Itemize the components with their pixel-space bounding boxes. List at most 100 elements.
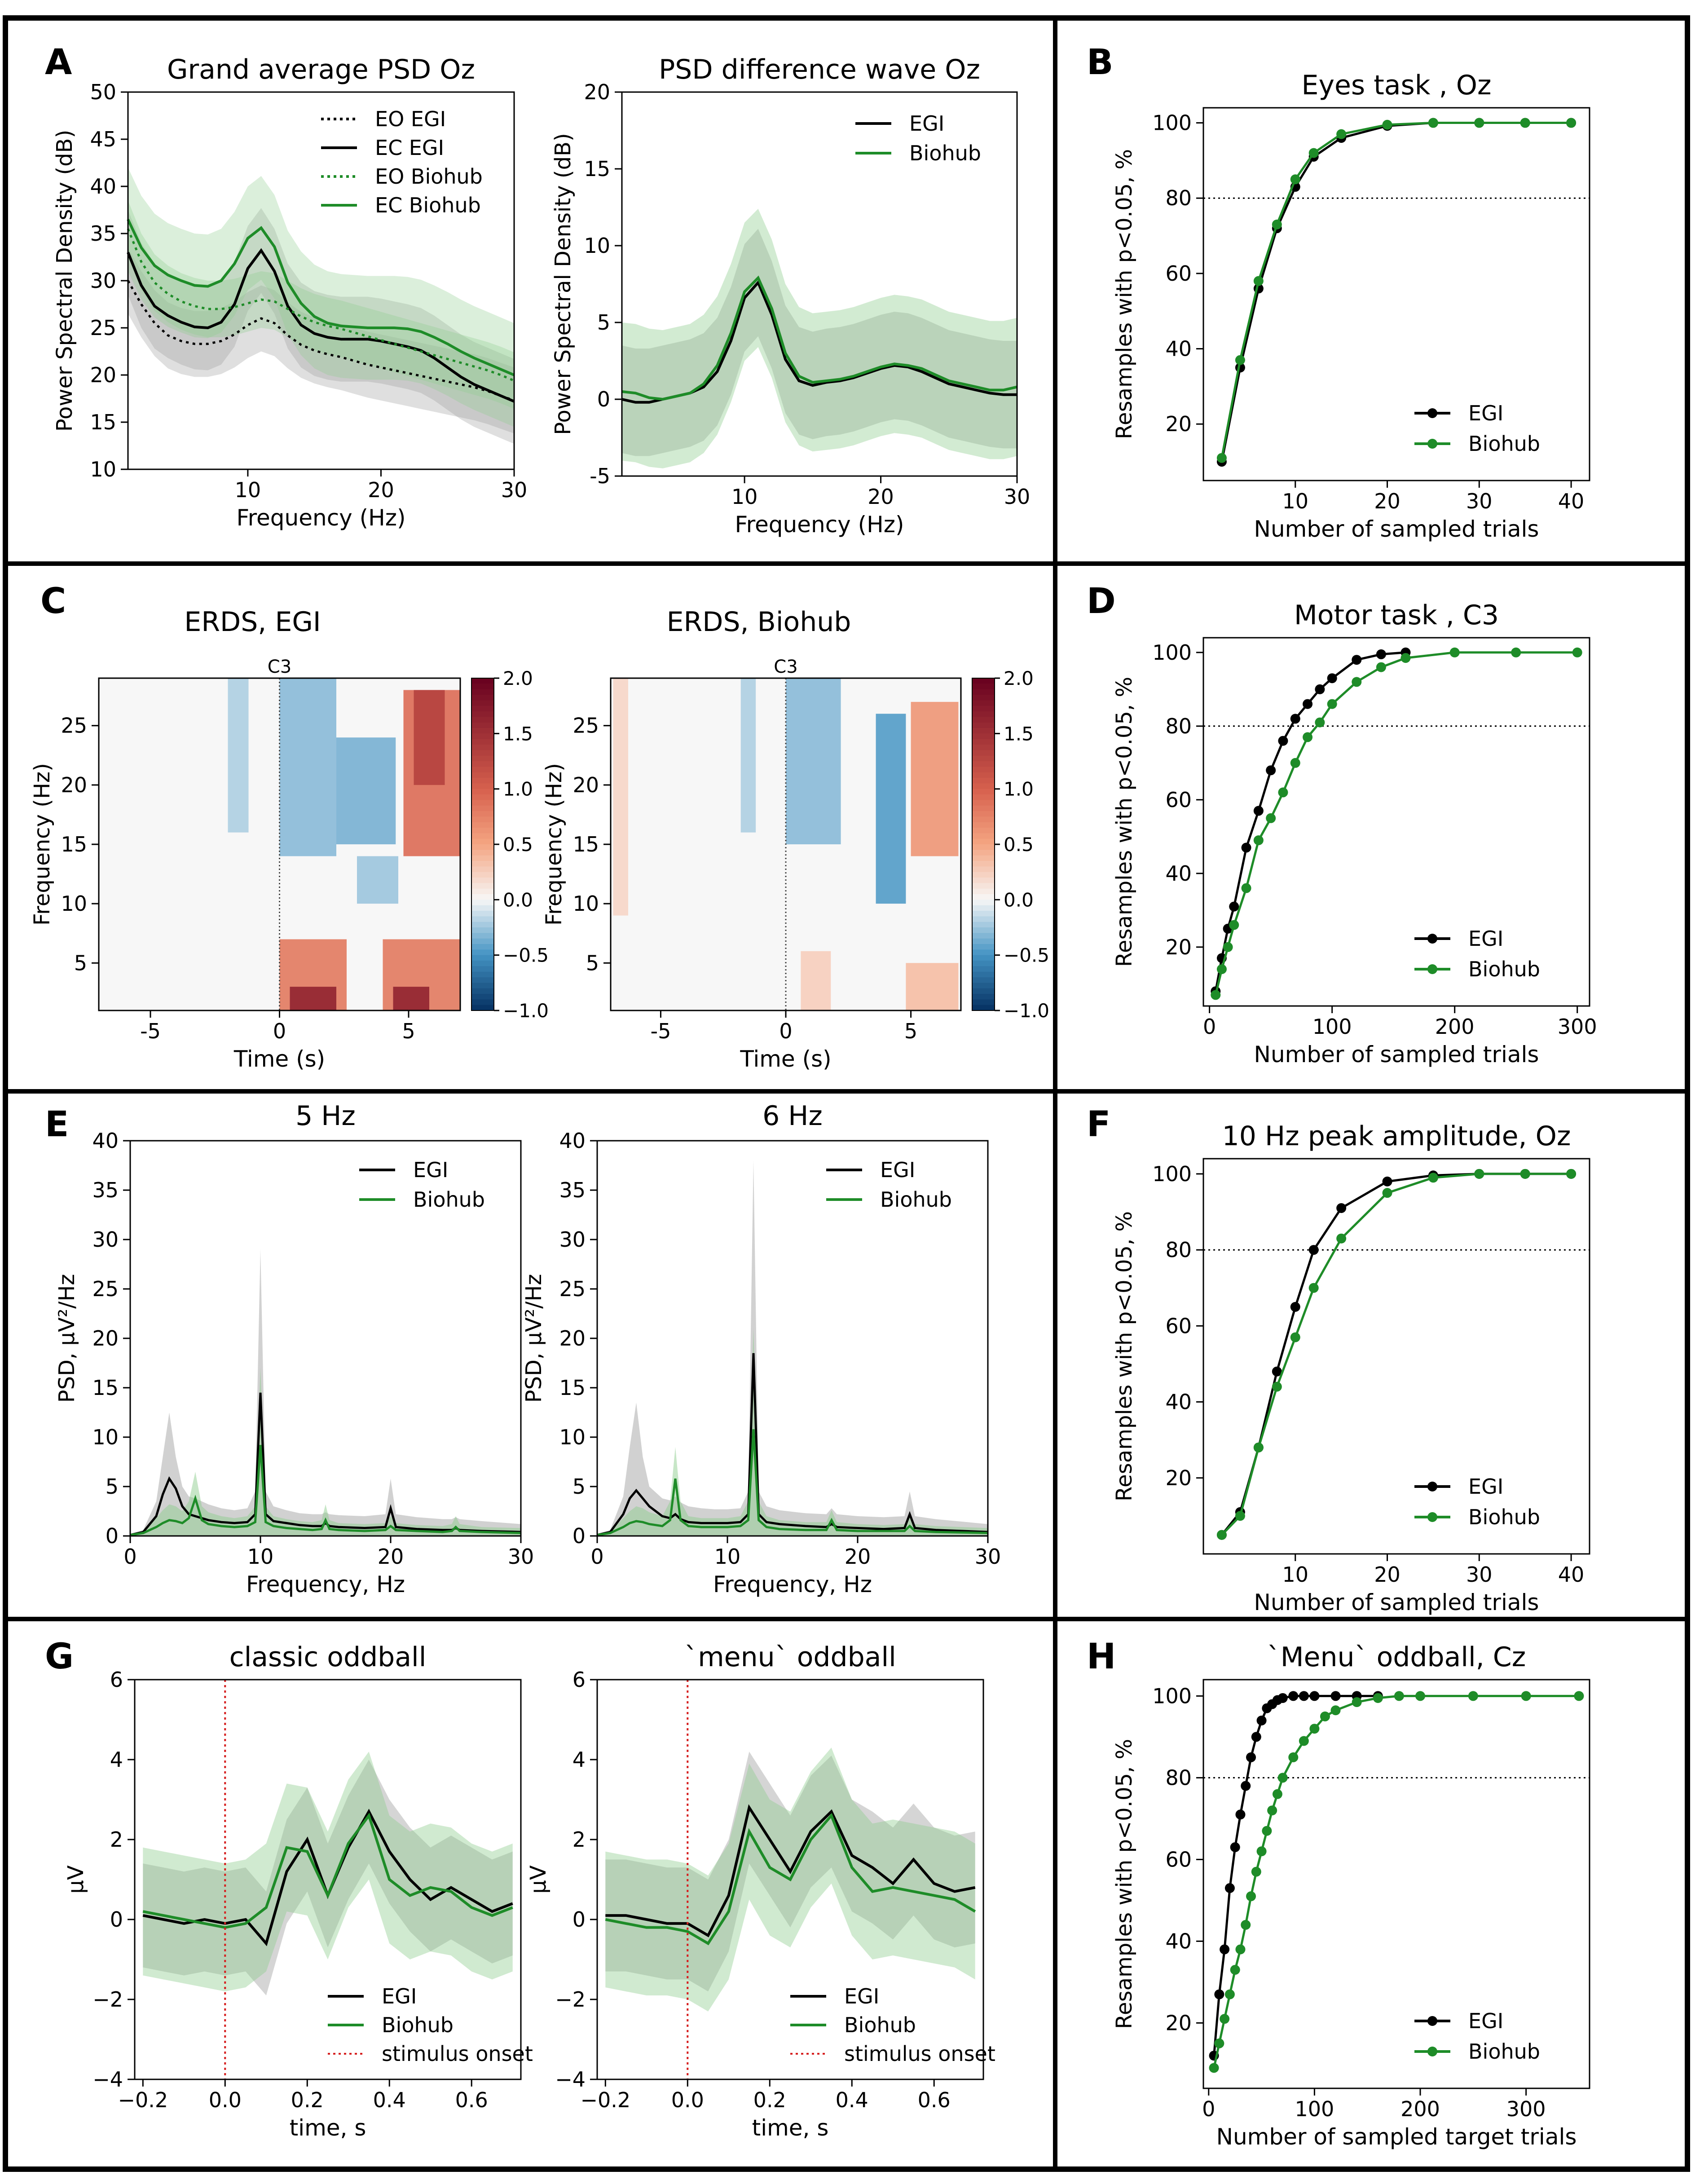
data-point	[1428, 1173, 1438, 1183]
colorbar-step	[471, 933, 494, 939]
colorbar-tick-label: 0.5	[1004, 834, 1034, 856]
data-point	[1262, 1826, 1272, 1836]
channel-label: C3	[268, 657, 291, 677]
colorbar-step	[972, 794, 995, 801]
legend-label: Biohub	[1468, 2039, 1540, 2064]
colorbar-step	[972, 816, 995, 823]
x-tick-label: -5	[650, 1019, 671, 1043]
data-point	[1428, 118, 1438, 128]
colorbar-step	[471, 927, 494, 934]
x-tick-label: 0.4	[836, 2088, 868, 2112]
y-tick-label: 40	[1165, 337, 1192, 361]
data-point	[1256, 1846, 1267, 1857]
data-point	[1474, 1169, 1484, 1179]
x-tick-label: 20	[1374, 489, 1401, 513]
colorbar-step	[972, 955, 995, 961]
data-point	[1336, 1233, 1347, 1244]
colorbar-step	[471, 838, 494, 845]
colorbar-step	[471, 728, 494, 734]
x-tick-label: 30	[1004, 485, 1031, 509]
colorbar-step	[972, 755, 995, 762]
data-point	[1474, 118, 1484, 128]
classic-oddball-chart: −0.2 0.0 0.2 0.4 0.6 −4 −2 0 2 4 6 time, s µV classic…	[63, 1641, 533, 2141]
legend-label: EO Biohub	[375, 164, 483, 189]
x-axis-label: Frequency (Hz)	[236, 505, 405, 531]
legend-marker	[1427, 2016, 1437, 2026]
y-tick-label: −2	[92, 1987, 123, 2012]
colorbar-step	[972, 739, 995, 745]
series-line	[1221, 1173, 1571, 1536]
data-point	[1308, 1245, 1319, 1255]
ssvep-5hz-chart: 0 10 20 30 0 5 10 15 20 25 30 35 40 Frequency, Hz PSD,…	[54, 1100, 534, 1597]
series-line	[597, 1353, 988, 1536]
colorbar-step	[471, 861, 494, 867]
legend-label: Biohub	[1468, 432, 1540, 456]
y-tick-label: 100	[1152, 1684, 1192, 1708]
colorbar-step	[471, 695, 494, 701]
colorbar-step	[471, 949, 494, 956]
confidence-band	[130, 1368, 521, 1536]
colorbar-tick-label: 0.0	[503, 889, 533, 911]
eyes-task-chart: 10 20 30 40 20 40 60 80 100 Number of sampled tri…	[1112, 70, 1590, 542]
data-point	[1468, 1691, 1478, 1701]
y-axis-label: Frequency (Hz)	[542, 763, 567, 926]
y-tick-label: 80	[1165, 1765, 1192, 1790]
colorbar-step	[972, 750, 995, 756]
colorbar-step	[471, 800, 494, 806]
colorbar-tick-label: 2.0	[503, 667, 533, 689]
y-axis-label: Power Spectral Density (dB)	[52, 130, 77, 432]
panel-letter-g: G	[45, 1637, 74, 1677]
plot-frame	[1202, 107, 1590, 481]
colorbar-step	[471, 999, 494, 1006]
data-point	[1572, 647, 1582, 657]
y-tick-label: 40	[1165, 1390, 1192, 1414]
colorbar-step	[471, 894, 494, 900]
legend-label: Biohub	[1468, 1505, 1540, 1529]
data-point	[1251, 1866, 1261, 1877]
x-axis-label: Time (s)	[233, 1046, 325, 1072]
y-tick-label: 25	[92, 1277, 119, 1301]
colorbar-step	[471, 883, 494, 889]
y-tick-label: 2	[110, 1827, 123, 1852]
x-tick-label: 20	[378, 1544, 404, 1569]
legend-marker	[1427, 439, 1437, 449]
x-axis-label: Number of sampled trials	[1254, 516, 1539, 542]
colorbar-step	[972, 933, 995, 939]
y-tick-label: 10	[559, 1425, 586, 1449]
colorbar-step	[471, 750, 494, 756]
data-point	[1288, 1752, 1299, 1762]
y-axis-label: µV	[63, 1865, 88, 1894]
panel-letter-h: H	[1087, 1637, 1116, 1677]
legend-label: EGI	[1468, 927, 1503, 951]
y-tick-label: 50	[90, 80, 116, 104]
x-tick-label: 10	[247, 1544, 274, 1569]
panel-letter-f: F	[1087, 1104, 1110, 1145]
y-tick-label: 30	[90, 269, 116, 293]
y-tick-label: 5	[106, 1474, 119, 1499]
colorbar-step	[471, 966, 494, 972]
colorbar-tick-label: 0.5	[503, 834, 533, 856]
legend-label: EGI	[880, 1158, 915, 1182]
x-tick-label: 5	[904, 1019, 917, 1043]
legend-label: EO EGI	[375, 107, 446, 131]
colorbar-step	[972, 733, 995, 740]
y-tick-label: 80	[1165, 714, 1192, 738]
colorbar-step	[972, 916, 995, 922]
legend-label: EGI	[413, 1158, 448, 1182]
y-tick-label: 35	[559, 1178, 586, 1202]
colorbar-tick-label: −0.5	[503, 944, 549, 966]
y-tick-label: 60	[1165, 788, 1192, 812]
series-line	[127, 280, 515, 402]
data-point	[1520, 1169, 1530, 1179]
chart-title: PSD difference wave Oz	[659, 54, 980, 85]
heatmap-cell	[228, 678, 249, 833]
data-point	[1235, 1809, 1246, 1820]
colorbar-step	[972, 988, 995, 994]
x-tick-label: 300	[1558, 1015, 1597, 1039]
colorbar-step	[471, 767, 494, 773]
panel-letter-c: C	[40, 581, 66, 622]
x-tick-label: 0.2	[753, 2088, 786, 2112]
colorbar-step	[471, 684, 494, 690]
y-tick-label: 6	[110, 1668, 123, 1692]
